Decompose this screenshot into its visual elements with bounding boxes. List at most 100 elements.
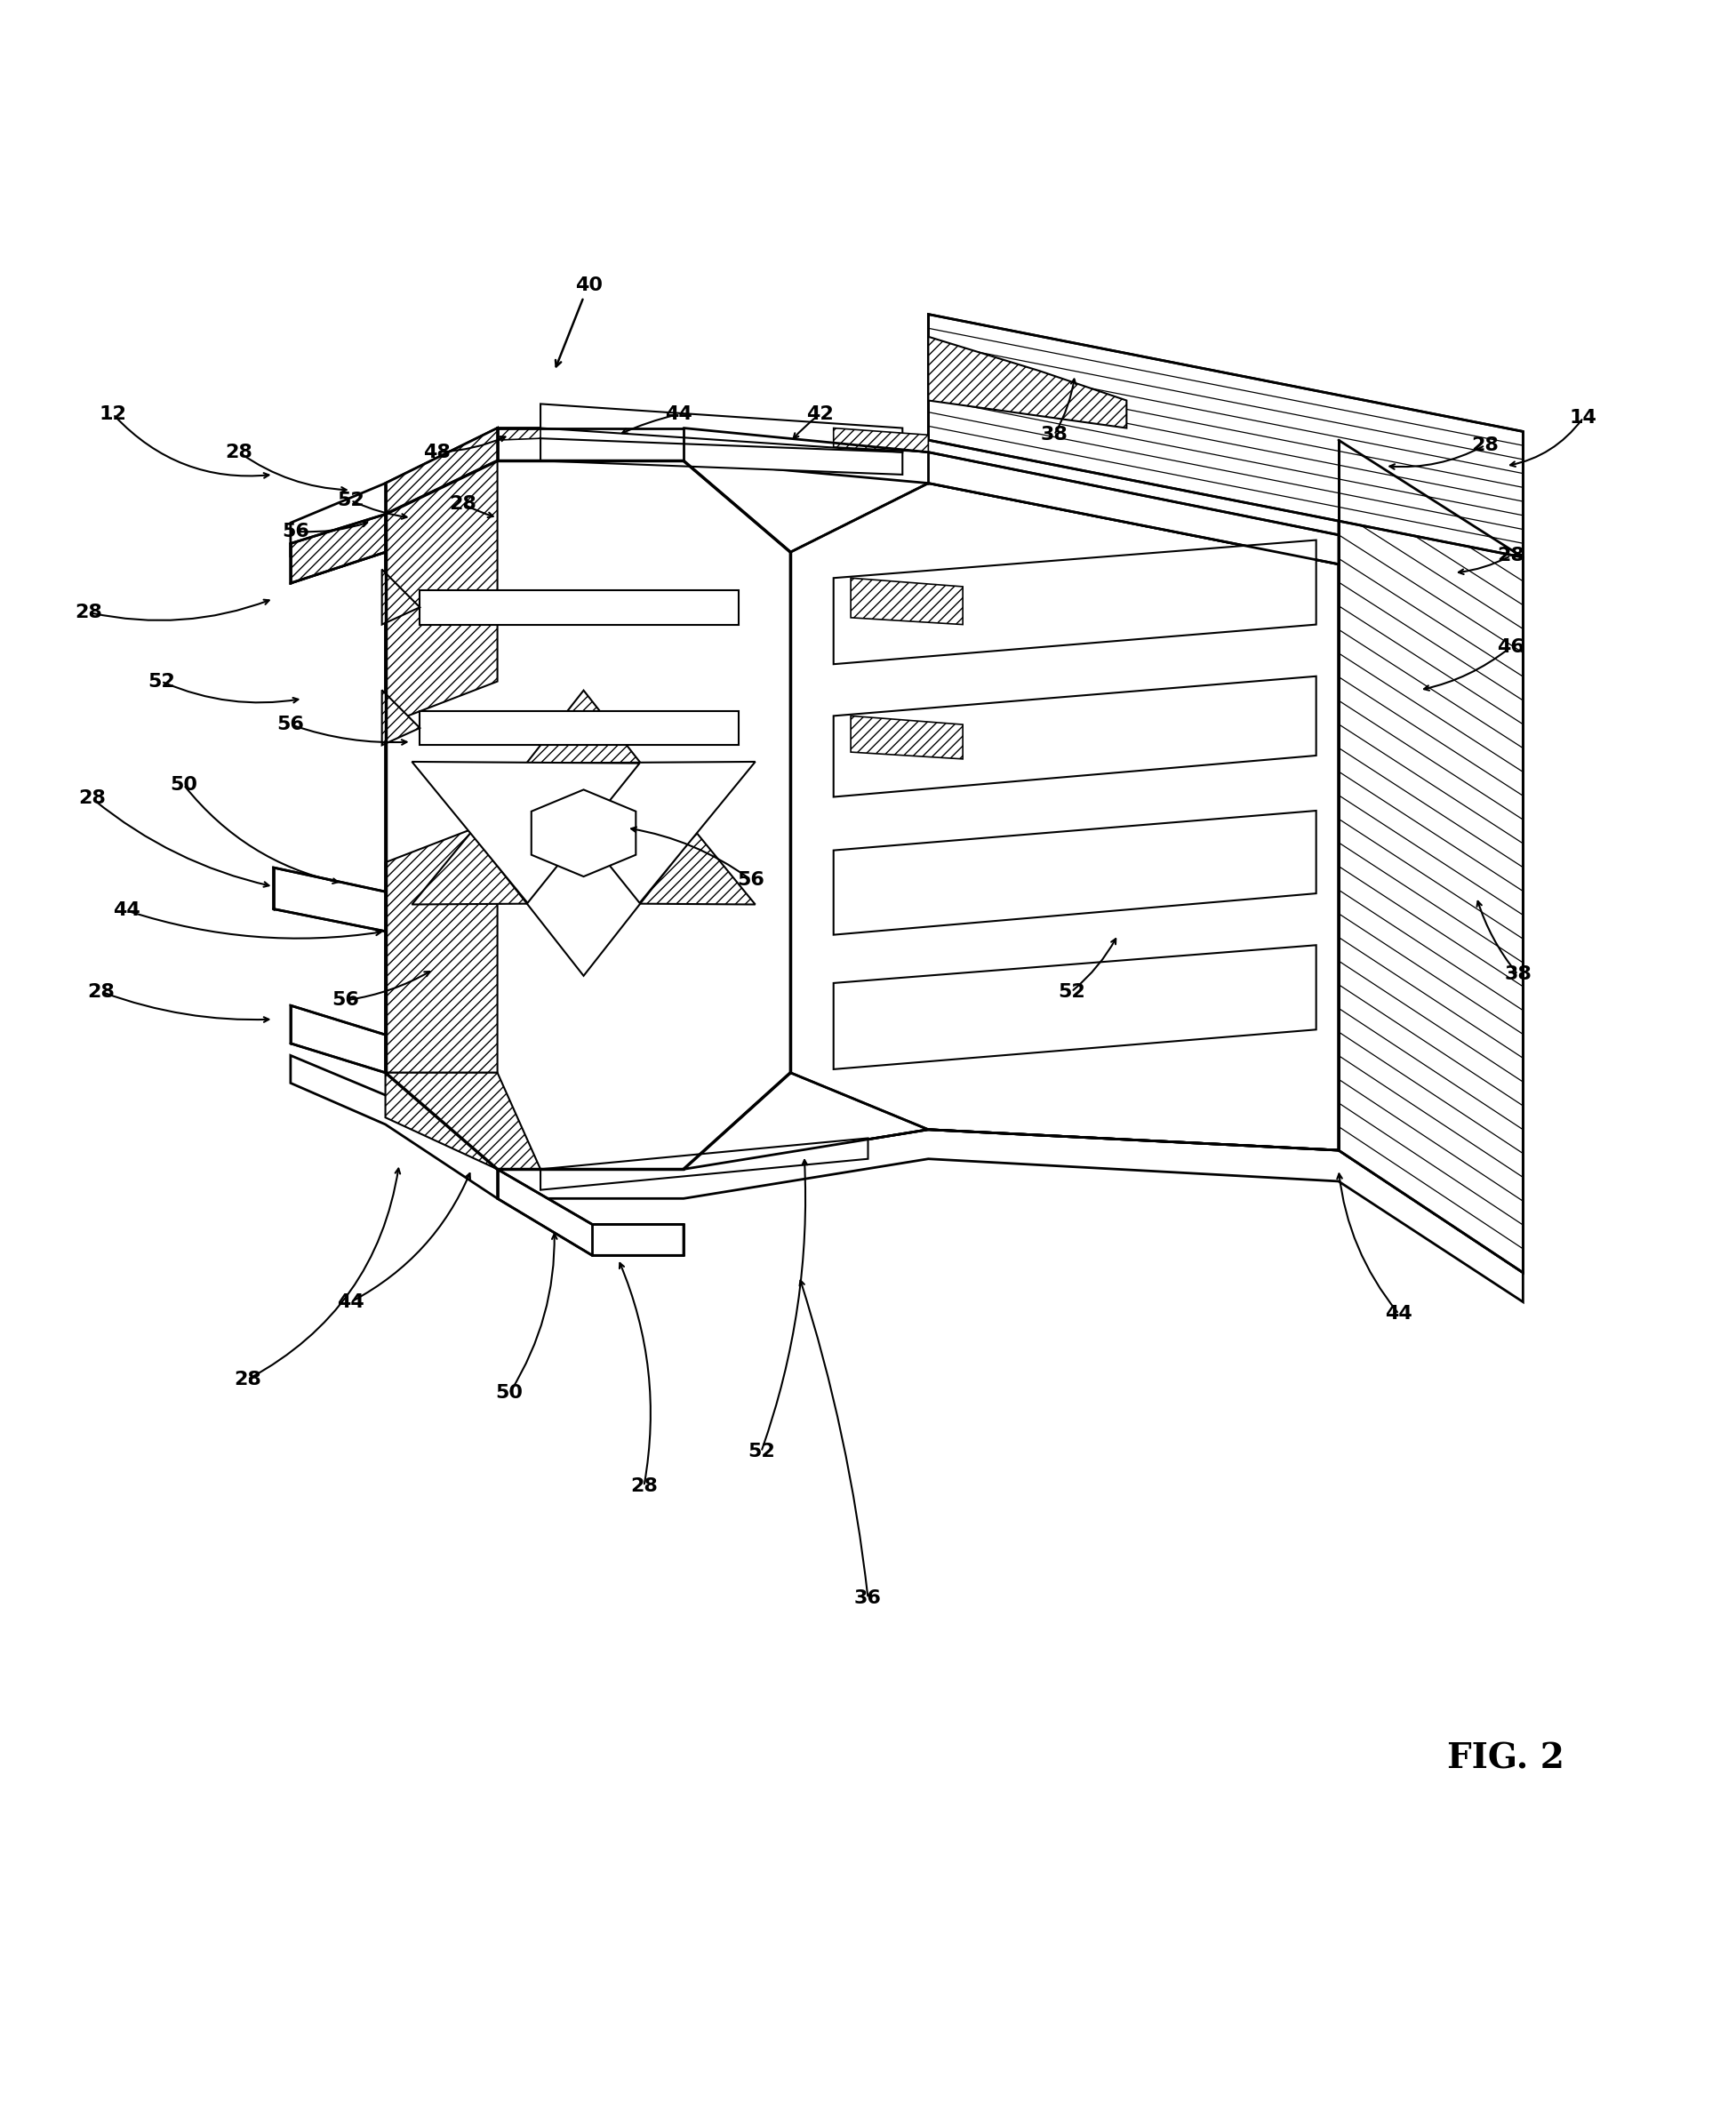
FancyArrowPatch shape <box>510 1235 557 1391</box>
Polygon shape <box>833 810 1316 934</box>
FancyArrowPatch shape <box>1073 938 1116 991</box>
FancyArrowPatch shape <box>293 726 406 745</box>
Polygon shape <box>385 461 498 724</box>
Polygon shape <box>420 589 740 625</box>
FancyArrowPatch shape <box>352 1174 470 1300</box>
FancyArrowPatch shape <box>632 827 748 877</box>
Polygon shape <box>290 1056 1522 1302</box>
Text: 28: 28 <box>1496 547 1524 564</box>
Text: 56: 56 <box>332 991 359 1010</box>
Polygon shape <box>833 427 929 452</box>
Polygon shape <box>929 337 1127 427</box>
Polygon shape <box>833 675 1316 797</box>
FancyArrowPatch shape <box>793 417 818 438</box>
Polygon shape <box>382 690 420 745</box>
FancyArrowPatch shape <box>1389 446 1483 469</box>
Polygon shape <box>540 404 903 452</box>
Text: 28: 28 <box>78 789 106 808</box>
Text: 28: 28 <box>450 494 477 513</box>
FancyArrowPatch shape <box>620 1262 651 1483</box>
FancyArrowPatch shape <box>349 972 431 999</box>
Polygon shape <box>382 570 420 625</box>
Text: 50: 50 <box>170 776 198 793</box>
Polygon shape <box>385 427 498 513</box>
Text: 44: 44 <box>1385 1304 1413 1323</box>
Polygon shape <box>273 867 385 932</box>
Text: 56: 56 <box>281 522 309 541</box>
Text: 28: 28 <box>87 983 115 1002</box>
Polygon shape <box>290 513 385 583</box>
Text: 28: 28 <box>630 1477 658 1496</box>
Text: 28: 28 <box>234 1370 260 1389</box>
Text: 38: 38 <box>1040 425 1068 444</box>
Polygon shape <box>540 1138 868 1191</box>
Polygon shape <box>528 764 755 905</box>
FancyArrowPatch shape <box>128 911 380 938</box>
FancyArrowPatch shape <box>115 417 269 478</box>
Text: 42: 42 <box>806 406 833 423</box>
Polygon shape <box>385 1073 540 1170</box>
Polygon shape <box>498 427 1338 564</box>
Text: 44: 44 <box>337 1294 365 1311</box>
Polygon shape <box>1338 440 1522 1273</box>
Text: 12: 12 <box>99 406 127 423</box>
Polygon shape <box>790 484 1338 1151</box>
FancyArrowPatch shape <box>102 993 269 1023</box>
Text: 48: 48 <box>424 444 451 461</box>
FancyArrowPatch shape <box>299 522 368 532</box>
Text: 52: 52 <box>748 1443 774 1460</box>
Polygon shape <box>498 427 540 440</box>
Text: 56: 56 <box>738 871 764 888</box>
Text: 14: 14 <box>1569 408 1597 427</box>
Polygon shape <box>411 762 639 903</box>
Text: 52: 52 <box>148 673 175 690</box>
FancyArrowPatch shape <box>1424 648 1509 690</box>
Polygon shape <box>833 945 1316 1069</box>
FancyArrowPatch shape <box>250 1168 399 1378</box>
Text: 36: 36 <box>854 1589 882 1607</box>
FancyArrowPatch shape <box>1337 1174 1397 1313</box>
Text: 52: 52 <box>337 492 365 509</box>
Polygon shape <box>290 427 498 555</box>
Polygon shape <box>472 833 696 976</box>
Text: 44: 44 <box>665 406 693 423</box>
FancyArrowPatch shape <box>762 1159 807 1450</box>
FancyArrowPatch shape <box>186 787 339 884</box>
Text: 52: 52 <box>1057 983 1085 1002</box>
FancyArrowPatch shape <box>92 600 269 621</box>
FancyArrowPatch shape <box>241 454 347 492</box>
Text: 50: 50 <box>496 1384 523 1401</box>
FancyArrowPatch shape <box>94 800 269 888</box>
Polygon shape <box>851 579 963 625</box>
Polygon shape <box>385 461 790 1170</box>
FancyArrowPatch shape <box>556 299 583 366</box>
Polygon shape <box>385 818 498 1073</box>
FancyArrowPatch shape <box>800 1281 868 1597</box>
FancyArrowPatch shape <box>465 505 493 518</box>
FancyArrowPatch shape <box>621 414 675 433</box>
Text: 28: 28 <box>75 604 102 621</box>
Text: 28: 28 <box>226 444 253 461</box>
Polygon shape <box>420 711 740 745</box>
Polygon shape <box>290 513 385 583</box>
Polygon shape <box>528 762 755 903</box>
Text: 44: 44 <box>113 903 141 919</box>
Polygon shape <box>540 438 903 476</box>
Text: 28: 28 <box>1472 436 1498 454</box>
Text: 38: 38 <box>1503 966 1531 983</box>
Polygon shape <box>498 1170 684 1256</box>
FancyArrowPatch shape <box>163 682 299 703</box>
FancyArrowPatch shape <box>1477 901 1516 972</box>
Text: 56: 56 <box>276 715 304 734</box>
Polygon shape <box>851 715 963 760</box>
FancyArrowPatch shape <box>352 501 406 520</box>
FancyArrowPatch shape <box>1458 558 1509 574</box>
Text: 40: 40 <box>575 276 602 295</box>
FancyArrowPatch shape <box>1055 379 1076 433</box>
Text: 46: 46 <box>1496 638 1524 656</box>
Polygon shape <box>531 789 635 877</box>
FancyArrowPatch shape <box>1510 419 1581 467</box>
Polygon shape <box>411 764 639 905</box>
Text: FIG. 2: FIG. 2 <box>1448 1742 1564 1776</box>
Polygon shape <box>472 690 696 833</box>
